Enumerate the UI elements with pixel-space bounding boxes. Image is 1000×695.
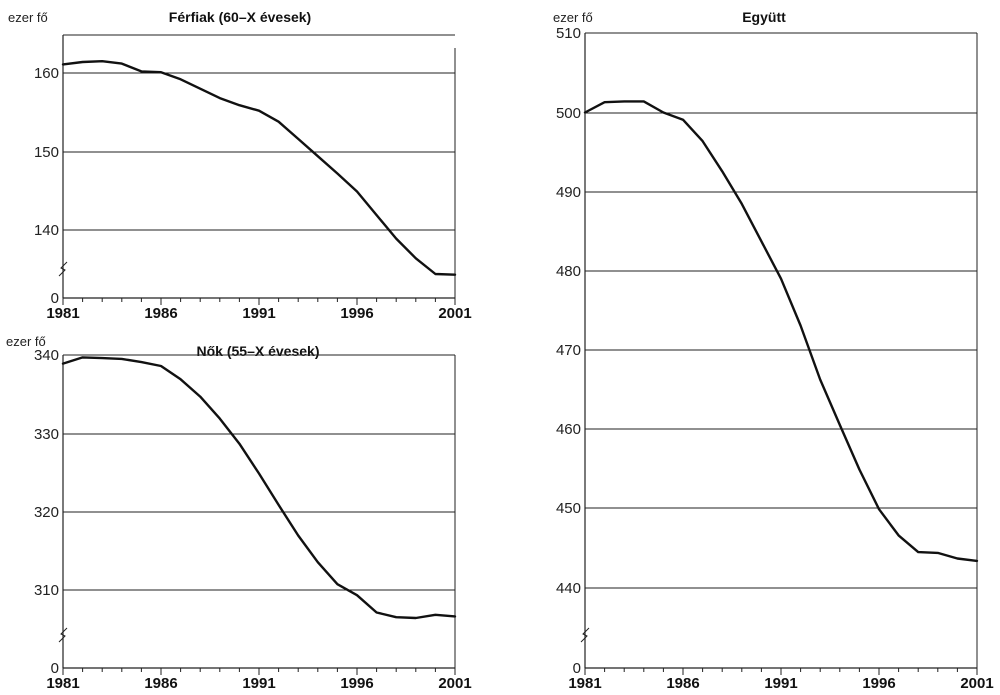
panel-2-y-tick-340: 340 [34,347,59,364]
panel-3-unit-label: ezer fő [553,10,593,25]
panel-2-y-tick-330: 330 [34,426,59,443]
panel-3-y-tick-460: 460 [556,421,581,438]
panel-2-unit-label: ezer fő [6,334,46,349]
panel-3-x-tick-1996: 1996 [862,675,895,692]
panel-2-axis-break-mark [58,627,68,643]
panel-1-y-tick-140: 140 [34,222,59,239]
panel-2-title: Nők (55–X évesek) [197,343,320,359]
panel-3-y-tick-470: 470 [556,342,581,359]
panel-1-unit-label: ezer fő [8,10,48,25]
panel-2-x-tick-1981: 1981 [46,675,79,692]
panel-2-y-tick-0: 0 [51,660,59,677]
panel-3-y-tick-440: 440 [556,580,581,597]
panel-2-x-tick-1996: 1996 [340,675,373,692]
panel-3-title: Együtt [742,9,786,25]
panel-3-axis-break-mark [580,627,590,643]
panel-1-x-tick-1986: 1986 [144,305,177,322]
panel-1-y-tick-0: 0 [51,290,59,307]
panel-2-series-line [61,356,457,620]
panel-1-series-line [61,60,457,276]
panel-2-y-tick-320: 320 [34,504,59,521]
panel-1-y-tick-150: 150 [34,144,59,161]
panel-3-x-tick-2001: 2001 [960,675,993,692]
panel-1-x-tick-1991: 1991 [242,305,275,322]
panel-2-x-tick-2001: 2001 [438,675,471,692]
panel-1-x-tick-2001: 2001 [438,305,471,322]
panel-2-x-tick-1991: 1991 [242,675,275,692]
panel-3-x-tick-1991: 1991 [764,675,797,692]
panel-3-y-tick-500: 500 [556,105,581,122]
panel-3-y-tick-490: 490 [556,184,581,201]
panel-2-x-tick-1986: 1986 [144,675,177,692]
panel-3-x-tick-1986: 1986 [666,675,699,692]
panel-1-y-tick-160: 160 [34,65,59,82]
panel-1-title: Férfiak (60–X évesek) [169,9,311,25]
panel-3-y-tick-0: 0 [573,660,581,677]
panel-1-x-tick-1981: 1981 [46,305,79,322]
panel-3-x-tick-1981: 1981 [568,675,601,692]
panel-2-y-tick-310: 310 [34,582,59,599]
panel-1-x-tick-1996: 1996 [340,305,373,322]
panel-3-y-tick-450: 450 [556,500,581,517]
panel-3-y-tick-480: 480 [556,263,581,280]
panel-3-series-line [583,100,979,563]
panel-3-y-tick-510: 510 [556,25,581,42]
panel-1-axis-break-mark [58,261,68,277]
